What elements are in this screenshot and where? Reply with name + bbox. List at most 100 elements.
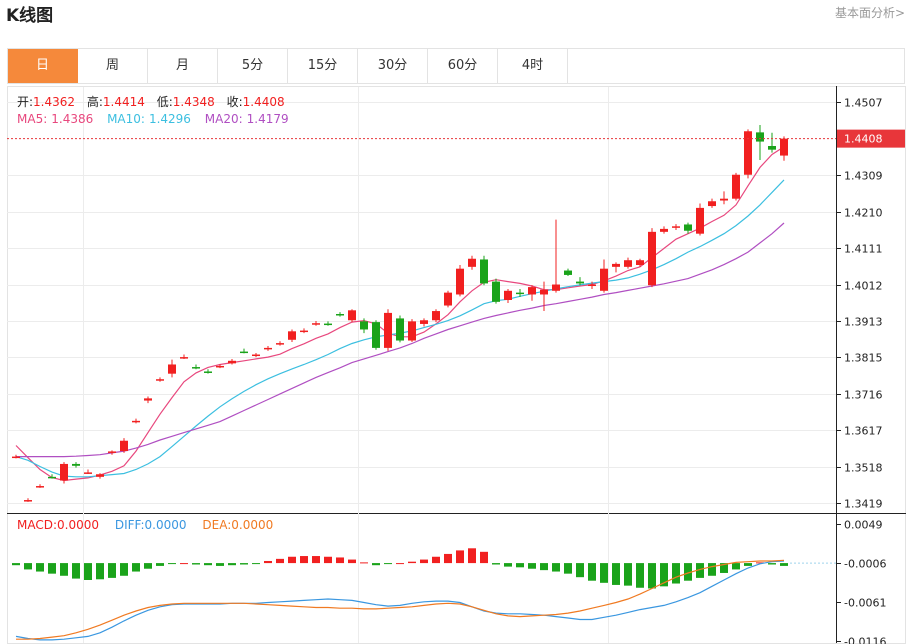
macd-bar bbox=[636, 563, 644, 588]
price-tick-label: 1.3518 bbox=[844, 462, 883, 475]
candle-body bbox=[624, 260, 632, 267]
tab-0[interactable]: 日 bbox=[8, 49, 78, 83]
page-title: K线图 bbox=[6, 6, 54, 26]
ma20-label: MA20: bbox=[205, 112, 243, 126]
candle-body bbox=[240, 351, 248, 354]
diff-label: DIFF: bbox=[115, 518, 145, 532]
macd-bar bbox=[444, 553, 452, 564]
macd-bar bbox=[456, 550, 464, 564]
ma10-value: 1.4296 bbox=[149, 112, 191, 126]
macd-lines bbox=[15, 559, 785, 641]
candle-body bbox=[768, 146, 776, 150]
ma20-line bbox=[16, 222, 785, 458]
macd-value: 0.0000 bbox=[57, 518, 99, 532]
macd-bar bbox=[432, 556, 440, 564]
macd-bar bbox=[684, 563, 692, 581]
candle-body bbox=[504, 290, 512, 300]
tab-1[interactable]: 周 bbox=[78, 49, 148, 83]
candle-body bbox=[228, 360, 236, 364]
candle-body bbox=[708, 201, 716, 207]
candle-body bbox=[672, 226, 680, 228]
candle-body bbox=[588, 284, 596, 287]
tab-4[interactable]: 15分 bbox=[288, 49, 358, 83]
high-value: 1.4414 bbox=[103, 95, 145, 109]
macd-bar bbox=[228, 563, 236, 566]
tab-6[interactable]: 60分 bbox=[428, 49, 498, 83]
candle-body bbox=[36, 486, 44, 488]
tab-7[interactable]: 4时 bbox=[498, 49, 568, 83]
dea-value: 0.0000 bbox=[231, 518, 273, 532]
candle-body bbox=[492, 281, 500, 302]
macd-bar bbox=[624, 563, 632, 586]
close-label: 收: bbox=[227, 95, 243, 109]
macd-bar bbox=[264, 560, 272, 564]
candle-body bbox=[372, 322, 380, 348]
grid bbox=[7, 87, 836, 643]
candle-body bbox=[72, 463, 80, 466]
price-tick-label: 1.3617 bbox=[844, 425, 883, 438]
macd-tick-label: -0.0061 bbox=[844, 597, 886, 610]
tab-3[interactable]: 5分 bbox=[218, 49, 288, 83]
macd-bar bbox=[12, 563, 20, 566]
macd-bar bbox=[528, 563, 536, 569]
macd-bar bbox=[468, 548, 476, 564]
dea-line bbox=[16, 559, 785, 640]
candle-body bbox=[216, 365, 224, 368]
price-tick-label: 1.4507 bbox=[844, 97, 883, 110]
macd-bar bbox=[180, 563, 188, 565]
macd-bar bbox=[408, 561, 416, 564]
candle-body bbox=[528, 287, 536, 295]
open-value: 1.4362 bbox=[33, 95, 75, 109]
macd-bar bbox=[384, 563, 392, 565]
price-tick-label: 1.4012 bbox=[844, 280, 883, 293]
macd-legend: MACD:0.0000 DIFF:0.0000 DEA:0.0000 bbox=[17, 518, 273, 532]
candle-body bbox=[108, 451, 116, 453]
macd-bar bbox=[276, 558, 284, 564]
candle-body bbox=[336, 314, 344, 316]
macd-bar bbox=[576, 563, 584, 578]
macd-bar bbox=[240, 563, 248, 565]
current-price-box bbox=[837, 129, 905, 148]
macd-bar bbox=[168, 563, 176, 565]
tab-5[interactable]: 30分 bbox=[358, 49, 428, 83]
current-price-line: 1.4408 bbox=[7, 129, 905, 148]
macd-bar bbox=[696, 563, 704, 578]
ma-legend: MA5: 1.4386 MA10: 1.4296 MA20: 1.4179 bbox=[17, 112, 289, 126]
macd-bar bbox=[120, 563, 128, 576]
price-tick-label: 1.3419 bbox=[844, 498, 883, 511]
diff-value: 0.0000 bbox=[145, 518, 187, 532]
candle-body bbox=[432, 311, 440, 321]
price-axis: 1.4507 1.4309 1.4210 1.4111 1.4012 1.3913 1.38… bbox=[836, 97, 883, 511]
macd-bar bbox=[132, 563, 140, 572]
macd-bar bbox=[720, 563, 728, 573]
candle-body bbox=[156, 379, 164, 381]
candle-body bbox=[300, 330, 308, 333]
price-tick-label: 1.3913 bbox=[844, 316, 883, 329]
price-tick-label: 1.3716 bbox=[844, 389, 883, 402]
candle-body bbox=[420, 320, 428, 324]
candle-body bbox=[396, 318, 404, 341]
fundamental-analysis-link[interactable]: 基本面分析> bbox=[834, 6, 905, 20]
macd-axis: 0.0049 -0.0006 -0.0061 -0.0116 bbox=[790, 519, 886, 644]
macd-bar bbox=[708, 563, 716, 576]
candle-body bbox=[252, 354, 260, 357]
macd-bar bbox=[672, 563, 680, 584]
macd-bar bbox=[36, 563, 44, 572]
price-tick-label: 1.4210 bbox=[844, 207, 883, 220]
tab-2[interactable]: 月 bbox=[148, 49, 218, 83]
candle-body bbox=[600, 268, 608, 291]
macd-bar bbox=[192, 563, 200, 565]
candles bbox=[12, 125, 788, 502]
candle-body bbox=[684, 224, 692, 231]
macd-bar bbox=[648, 563, 656, 589]
candle-body bbox=[444, 292, 452, 306]
macd-bar bbox=[312, 556, 320, 564]
ma20-value: 1.4179 bbox=[247, 112, 289, 126]
open-label: 开: bbox=[17, 95, 33, 109]
macd-bar bbox=[144, 563, 152, 569]
macd-tick-label: -0.0006 bbox=[844, 558, 886, 571]
ma5-label: MA5: bbox=[17, 112, 47, 126]
candle-body bbox=[648, 231, 656, 286]
candle-body bbox=[408, 321, 416, 341]
macd-bar bbox=[252, 563, 260, 565]
